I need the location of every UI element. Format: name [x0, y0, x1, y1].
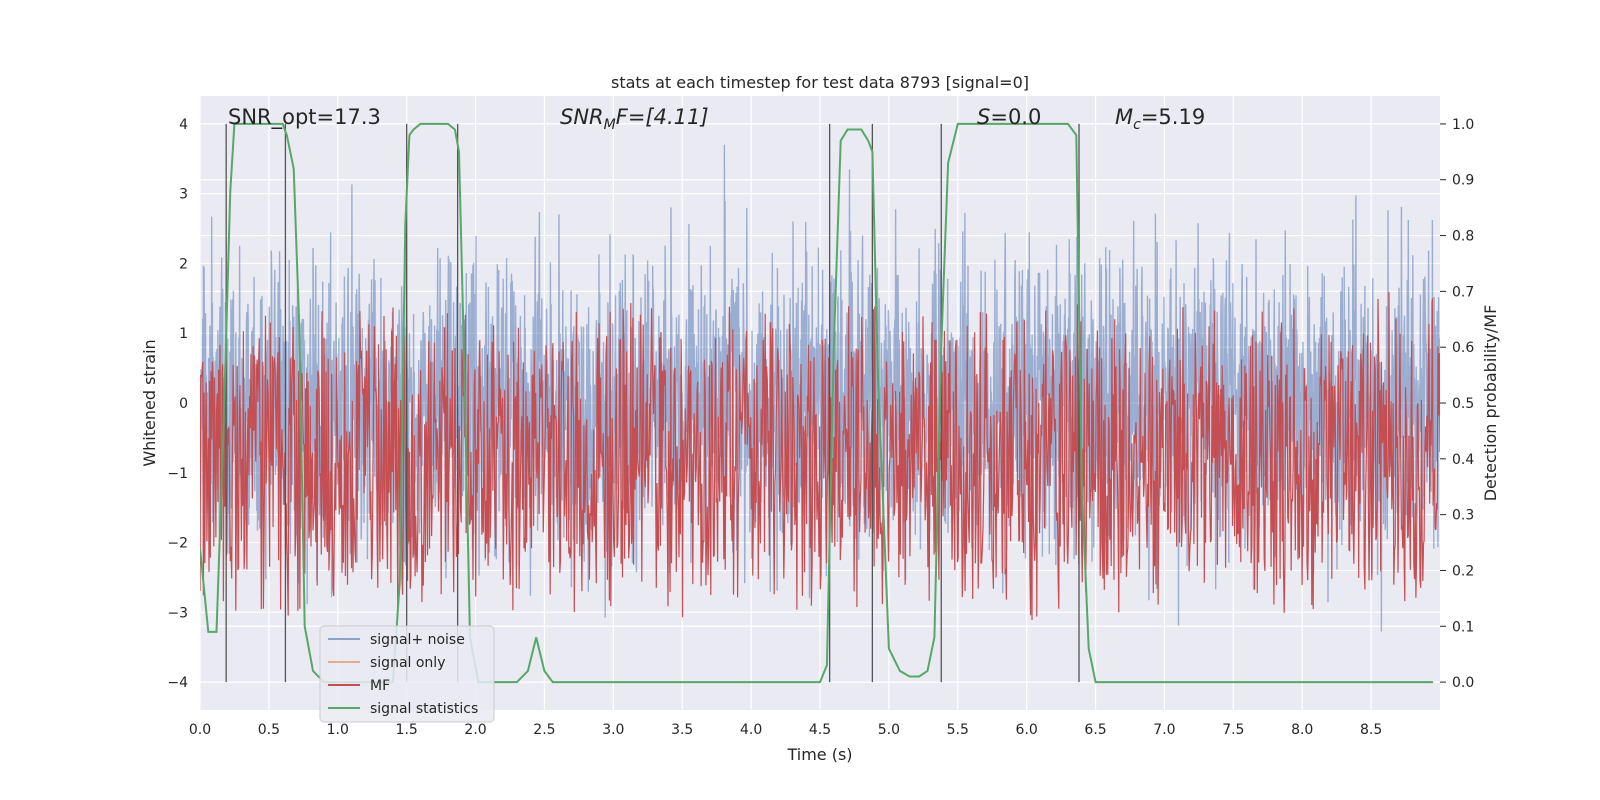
x-tick-label: 5.0: [878, 722, 900, 738]
x-tick-label: 0.0: [189, 722, 211, 738]
x-tick-label: 3.5: [671, 722, 693, 738]
annotation-snr-mf-rest: F=[4.11]: [616, 105, 709, 129]
y2-tick-label: 0.2: [1452, 563, 1474, 579]
legend-label-signal-statistics: signal statistics: [370, 701, 478, 717]
left-axis: 4 3 2 1 0 −1 −2 −3 −4: [167, 117, 188, 691]
x-axis: 0.0 0.5 1.0 1.5 2.0 2.5 3.0 3.5 4.0 4.5 5.0 5.5 6.0 6…: [189, 722, 1382, 738]
y2-tick-label: 0.9: [1452, 173, 1474, 189]
x-tick-label: 4.0: [740, 722, 762, 738]
x-tick-label: 8.5: [1360, 722, 1382, 738]
x-tick-label: 3.0: [602, 722, 624, 738]
annotation-mc-base: M: [1115, 105, 1133, 129]
y2-tick-label: 0.7: [1452, 284, 1474, 300]
x-tick-label: 2.5: [533, 722, 555, 738]
vertical-lines: [225, 123, 1080, 683]
annotation-mc-value: =5.19: [1141, 105, 1205, 129]
y2-tick-label: 0.3: [1452, 508, 1474, 524]
y2-tick-label: 0.1: [1452, 619, 1474, 635]
x-tick-label: 1.5: [396, 722, 418, 738]
y-tick-label: −1: [167, 466, 188, 482]
y-tick-label: 2: [179, 256, 188, 272]
legend: signal+ noise signal only MF signal stat…: [319, 625, 495, 723]
annotation-snr-mf-sub: M: [604, 117, 616, 133]
y2-tick-label: 0.8: [1452, 229, 1474, 245]
y-tick-label: 1: [179, 326, 188, 342]
legend-box: [319, 625, 495, 723]
y-tick-label: 4: [179, 117, 188, 133]
annotation-snr-opt: SNR_opt=17.3: [228, 105, 381, 130]
x-tick-label: 8.0: [1291, 722, 1313, 738]
y-tick-label: −3: [167, 605, 188, 621]
annotation-s-value: =0.0: [990, 105, 1041, 129]
y2-tick-label: 0.0: [1452, 675, 1474, 691]
y2-tick-label: 0.5: [1452, 396, 1474, 412]
annotation-s-symbol: S: [977, 105, 990, 129]
y-axis-label: Whitened strain: [140, 339, 159, 466]
y-tick-label: 3: [179, 187, 188, 203]
y2-tick-label: 0.4: [1452, 452, 1474, 468]
annotation-s: S=0.0: [977, 105, 1041, 129]
right-axis: 1.0 0.9 0.8 0.7 0.6 0.5 0.4 0.3 0.2 0.1 0.0: [1440, 117, 1474, 691]
annotation-mc: Mc=5.19: [1115, 105, 1205, 133]
chart-title: stats at each timestep for test data 879…: [611, 73, 1029, 92]
x-tick-label: 6.0: [1016, 722, 1038, 738]
legend-label-signal-noise: signal+ noise: [370, 632, 465, 648]
y-tick-label: −4: [167, 675, 188, 691]
annotation-mc-sub: c: [1133, 117, 1141, 133]
y2-tick-label: 0.6: [1452, 340, 1474, 356]
y-tick-label: −2: [167, 536, 188, 552]
legend-label-mf: MF: [370, 678, 390, 694]
x-tick-label: 6.5: [1084, 722, 1106, 738]
x-tick-label: 2.0: [464, 722, 486, 738]
annotation-snr-mf: SNRMF=[4.11]: [560, 105, 709, 133]
annotation-snr-mf-base: SNR: [560, 105, 604, 129]
y2-tick-label: 1.0: [1452, 117, 1474, 133]
x-tick-label: 0.5: [258, 722, 280, 738]
legend-label-signal-only: signal only: [370, 655, 445, 671]
x-tick-label: 7.5: [1222, 722, 1244, 738]
x-tick-label: 4.5: [809, 722, 831, 738]
y2-axis-label: Detection probability/MF: [1481, 305, 1500, 502]
x-tick-label: 5.5: [947, 722, 969, 738]
series-signal-statistics: [200, 122, 1434, 684]
y-tick-label: 0: [179, 396, 188, 412]
x-tick-label: 7.0: [1153, 722, 1175, 738]
x-tick-label: 1.0: [327, 722, 349, 738]
plot-area: [200, 122, 1440, 684]
x-axis-label: Time (s): [786, 745, 852, 764]
